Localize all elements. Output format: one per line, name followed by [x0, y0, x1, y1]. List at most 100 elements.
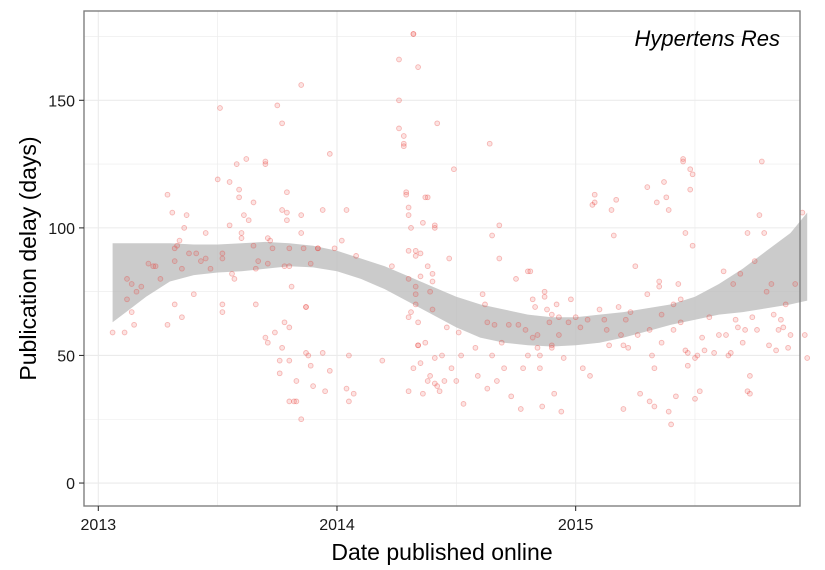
data-point [572, 314, 579, 321]
data-point [198, 258, 204, 264]
data-point [489, 352, 495, 359]
data-point [739, 339, 746, 346]
data-point [214, 176, 221, 183]
data-point [412, 301, 419, 308]
data-point [408, 309, 414, 315]
data-point [670, 301, 677, 308]
data-point [665, 408, 672, 415]
y-axis-title: Publication delay (days) [15, 136, 41, 380]
data-point [544, 306, 550, 313]
data-point [319, 207, 326, 213]
data-point [761, 230, 768, 236]
data-point [410, 31, 417, 37]
data-point [429, 270, 436, 277]
data-point [689, 171, 696, 178]
data-point [773, 347, 779, 354]
data-point [267, 237, 274, 244]
data-point [138, 283, 145, 290]
data-point [618, 332, 624, 338]
data-point [601, 316, 608, 323]
data-point [711, 350, 717, 356]
data-point [307, 362, 314, 369]
data-point [219, 255, 226, 262]
data-point [532, 304, 538, 310]
data-point [766, 342, 772, 349]
data-point [396, 97, 402, 104]
data-point [565, 319, 572, 326]
data-point [558, 408, 565, 415]
data-point [744, 230, 751, 236]
data-point [276, 370, 283, 377]
data-point [692, 395, 698, 402]
data-point [269, 245, 276, 252]
data-point [684, 362, 691, 369]
data-point [431, 225, 438, 231]
data-point [331, 245, 338, 252]
data-point [109, 329, 116, 336]
data-point [434, 120, 441, 127]
data-point [804, 355, 811, 361]
data-point [424, 263, 431, 270]
data-point [634, 332, 641, 338]
panel-border [83, 10, 801, 507]
data-point [613, 196, 620, 203]
data-point [303, 304, 309, 310]
data-point [615, 304, 622, 310]
data-point [250, 242, 257, 249]
data-point [556, 314, 562, 321]
data-point [128, 281, 135, 287]
data-point [591, 199, 598, 206]
x-axis-ticks: 2013 2014 2015 [81, 506, 594, 534]
data-point [482, 301, 488, 308]
data-point [737, 270, 744, 277]
data-point [298, 230, 305, 236]
data-point [720, 268, 727, 275]
data-point [699, 334, 705, 341]
data-point [219, 250, 226, 257]
data-point [343, 207, 350, 213]
data-point [747, 373, 753, 379]
data-point [670, 327, 677, 333]
data-point [379, 357, 386, 364]
data-point [651, 403, 658, 410]
data-point [515, 321, 522, 328]
data-point [496, 255, 503, 262]
data-point [725, 352, 732, 359]
data-point [262, 334, 269, 341]
data-point [346, 352, 352, 359]
data-point [219, 301, 226, 308]
data-point [353, 253, 359, 259]
data-point [410, 365, 417, 372]
grid-lines [84, 11, 800, 506]
data-point [236, 186, 242, 193]
data-point [264, 260, 271, 267]
data-point [298, 416, 305, 423]
data-point [264, 339, 271, 346]
data-point [396, 125, 402, 132]
data-point [716, 332, 722, 338]
data-point [429, 278, 436, 285]
data-point [792, 281, 799, 287]
data-point [319, 350, 326, 356]
data-point [326, 151, 333, 157]
data-point [412, 283, 419, 290]
data-point [264, 235, 271, 241]
data-point [768, 281, 775, 287]
data-point [298, 82, 305, 88]
data-point [412, 291, 419, 298]
data-point [553, 301, 560, 308]
data-point [668, 421, 674, 428]
data-point [400, 133, 407, 139]
y-tick-label: 100 [48, 221, 75, 238]
y-axis-ticks: 0 50 100 150 [48, 93, 84, 493]
data-point [322, 388, 328, 395]
data-point [439, 352, 445, 359]
data-point [484, 385, 491, 392]
data-point [537, 365, 543, 372]
data-point [525, 352, 531, 359]
data-point [732, 316, 739, 323]
data-point [405, 314, 412, 321]
data-point [498, 339, 505, 346]
data-point [150, 263, 157, 270]
